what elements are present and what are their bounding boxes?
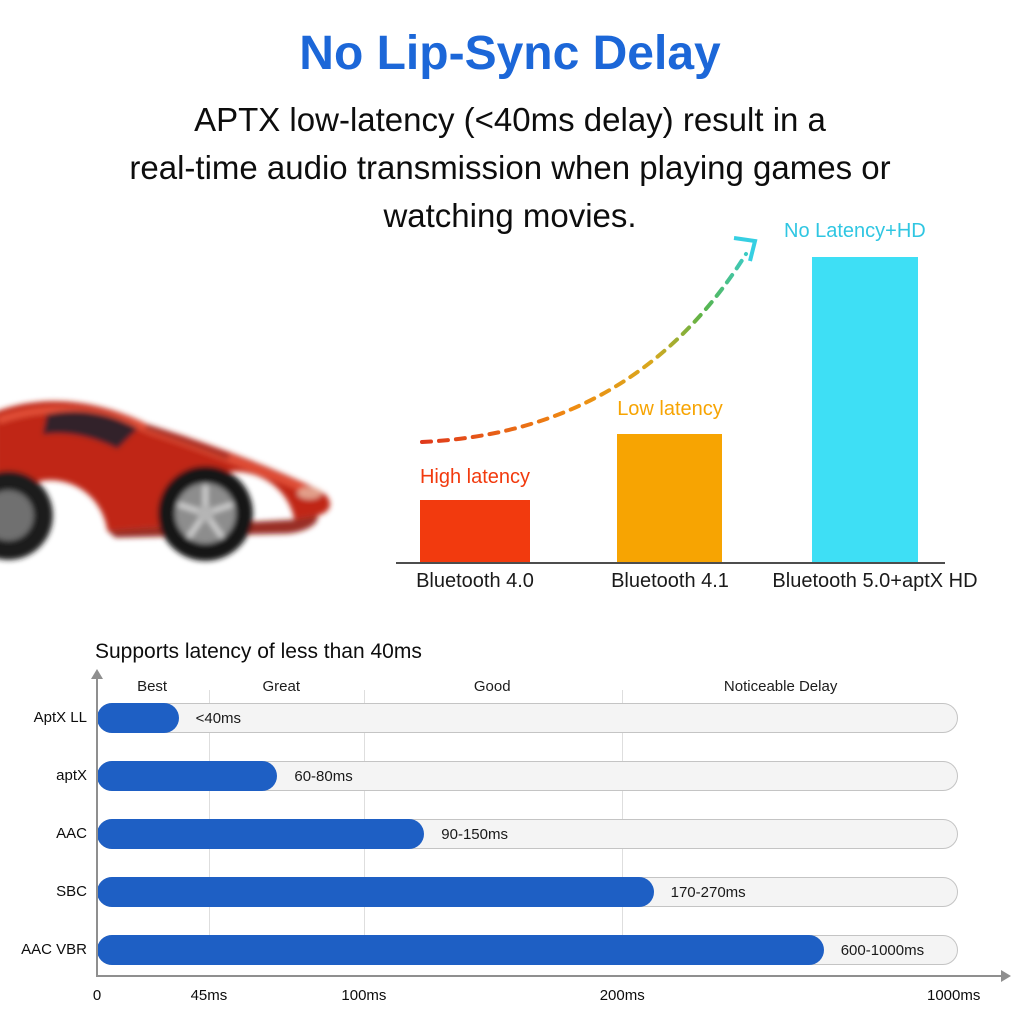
- codec-row-sbc: SBC 170-270ms: [56, 877, 958, 907]
- latency-track: 170-270ms: [97, 877, 958, 907]
- latency-bar: [97, 819, 425, 849]
- latency-track: 90-150ms: [97, 819, 958, 849]
- codec-row-aptx: aptX 60-80ms: [56, 761, 958, 791]
- subtitle-line-3: watching movies.: [383, 197, 637, 234]
- latency-bar: [97, 761, 278, 791]
- latency-track: 600-1000ms: [97, 935, 958, 965]
- codec-label: AptX LL: [33, 709, 87, 726]
- codec-row-aptx-ll: AptX LL <40ms: [34, 703, 958, 733]
- latency-trend-arrow-icon: [420, 236, 758, 444]
- subtitle-line-1: APTX low-latency (<40ms delay) result in…: [194, 101, 826, 138]
- latency-bar: [97, 877, 654, 907]
- y-axis-arrow-icon: [91, 669, 103, 679]
- no-latency-label: No Latency+HD: [784, 220, 926, 242]
- codec-label: aptX: [56, 767, 87, 784]
- x-tick-label: 200ms: [599, 987, 645, 1004]
- page-subtitle: APTX low-latency (<40ms delay) result in…: [0, 96, 1020, 240]
- category-label-bluetooth-5-0-aptx-hd: Bluetooth 5.0+aptX HD: [772, 570, 978, 592]
- plot-area: AptX LL <40ms aptX 60-80ms AAC 90-150ms: [21, 669, 1011, 982]
- x-axis-line: [396, 562, 945, 564]
- bar-bluetooth-4-0: [420, 500, 530, 564]
- chart-title: Supports latency of less than 40ms: [95, 640, 422, 663]
- x-tick-label: 1000ms: [927, 987, 981, 1004]
- latency-track: <40ms: [97, 703, 958, 733]
- zone-header-great: Great: [262, 678, 301, 695]
- latency-track: 60-80ms: [97, 761, 958, 791]
- latency-bar: [97, 703, 179, 733]
- codec-row-aac-vbr: AAC VBR 600-1000ms: [21, 935, 958, 965]
- codec-row-aac: AAC 90-150ms: [56, 819, 958, 849]
- red-sports-car-image: [0, 401, 331, 561]
- low-latency-label: Low latency: [617, 398, 723, 420]
- latency-value-label: <40ms: [195, 710, 242, 727]
- subtitle-line-2: real-time audio transmission when playin…: [129, 149, 891, 186]
- codec-label: SBC: [56, 883, 87, 900]
- zone-header-best: Best: [137, 678, 168, 695]
- x-tick-label: 45ms: [190, 987, 228, 1004]
- x-tick-label: 0: [92, 987, 102, 1004]
- x-tick-label: 100ms: [341, 987, 387, 1004]
- latency-value-label: 60-80ms: [294, 768, 353, 785]
- codec-label: AAC: [56, 825, 87, 842]
- latency-value-label: 600-1000ms: [840, 942, 925, 959]
- zone-header-row: Best Great Good Noticeable Delay: [97, 678, 958, 696]
- zone-header-noticeable-delay: Noticeable Delay: [723, 678, 838, 695]
- latency-bar: [97, 935, 824, 965]
- codec-latency-chart: Supports latency of less than 40ms Best …: [0, 640, 1020, 1020]
- high-latency-label: High latency: [419, 466, 531, 488]
- x-axis-arrow-icon: [1001, 970, 1011, 982]
- latency-value-label: 170-270ms: [670, 884, 746, 901]
- codec-label: AAC VBR: [21, 941, 87, 958]
- category-label-bluetooth-4-0: Bluetooth 4.0: [416, 570, 534, 592]
- zone-header-good: Good: [473, 678, 511, 695]
- bluetooth-latency-chart: No Latency+HD High latency Low latency B…: [390, 220, 978, 596]
- latency-value-label: 90-150ms: [441, 826, 508, 843]
- page-title: No Lip-Sync Delay: [299, 27, 721, 80]
- y-axis-line: [96, 678, 98, 975]
- category-label-bluetooth-4-1: Bluetooth 4.1: [611, 570, 729, 592]
- x-axis-line: [96, 975, 1003, 977]
- bar-bluetooth-5-0-aptx-hd: [812, 257, 918, 564]
- bar-bluetooth-4-1: [617, 434, 722, 564]
